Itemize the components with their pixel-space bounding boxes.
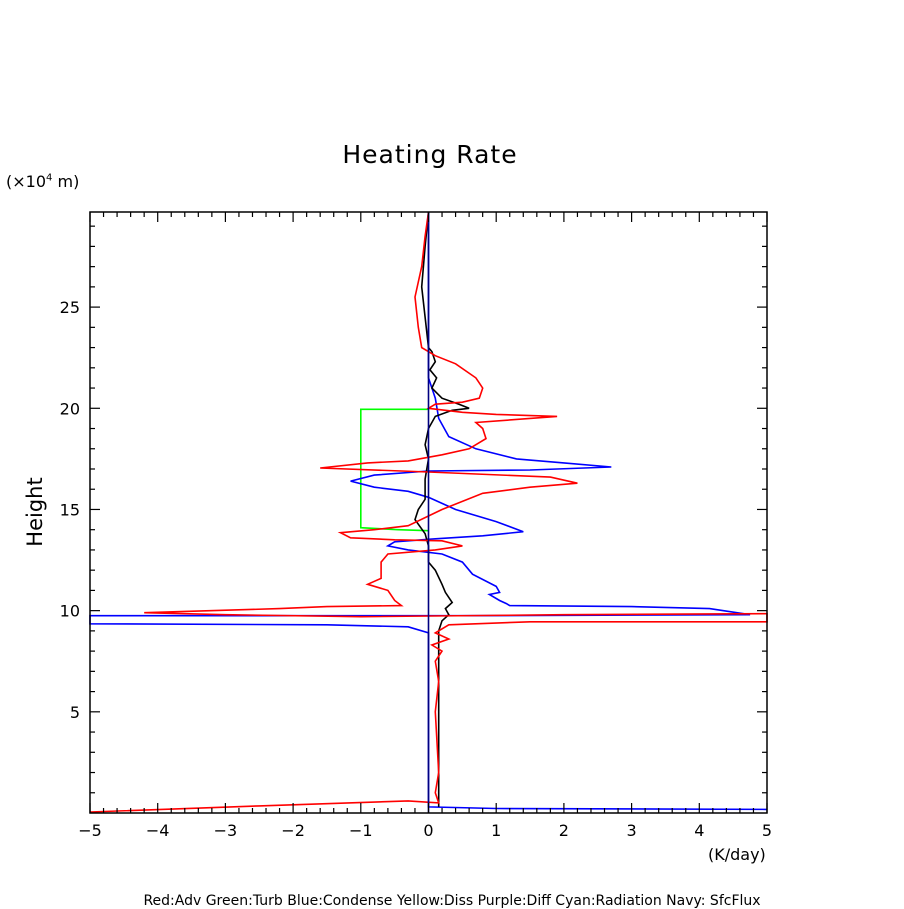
ticks-layer: −5 −4 −3 −2 −1 0 1 2 3 4 5 5 10 15 20 25 — [60, 212, 772, 840]
y-axis-unit: (×104 m) — [6, 172, 79, 191]
y-tick-label: 10 — [60, 602, 80, 621]
series-line-0 — [359, 408, 429, 532]
x-tick-label: 4 — [694, 821, 704, 840]
plot-frame — [89, 211, 768, 814]
y-unit-base: (×10 — [6, 172, 47, 191]
x-tick-label: −3 — [214, 821, 238, 840]
y-tick-label: 20 — [60, 399, 80, 418]
series-line-1 — [89, 212, 768, 811]
y-unit-rest: m) — [52, 172, 80, 191]
x-tick-label: 1 — [491, 821, 501, 840]
y-axis-label: Height — [23, 477, 47, 547]
x-tick-label: 0 — [423, 821, 433, 840]
legend-text: Red:Adv Green:Turb Blue:Condense Yellow:… — [143, 893, 761, 909]
series-line-3 — [89, 211, 768, 813]
y-tick-label: 5 — [70, 703, 80, 722]
series-layer — [89, 211, 768, 813]
x-axis-unit: (K/day) — [708, 845, 766, 864]
y-unit-exponent: 4 — [46, 172, 53, 184]
y-tick-label: 25 — [60, 298, 80, 317]
x-tick-label: 3 — [627, 821, 637, 840]
x-tick-label: 5 — [762, 821, 772, 840]
x-tick-label: −5 — [78, 821, 102, 840]
x-tick-label: −4 — [146, 821, 170, 840]
x-tick-label: −2 — [281, 821, 305, 840]
x-tick-label: −1 — [349, 821, 373, 840]
y-tick-label: 15 — [60, 500, 80, 519]
x-tick-label: 2 — [559, 821, 569, 840]
chart-title: Heating Rate — [342, 140, 518, 169]
